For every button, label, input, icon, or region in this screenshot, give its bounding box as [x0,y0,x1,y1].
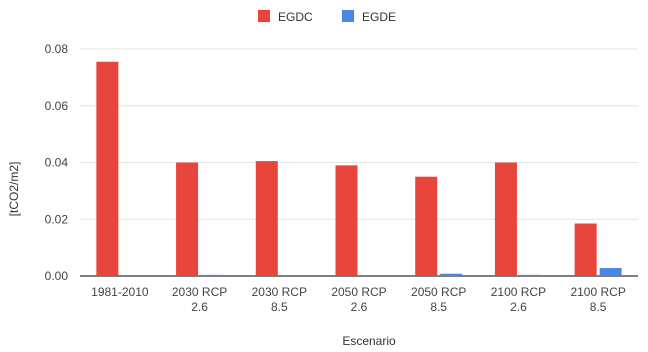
y-tick-label: 0.02 [45,212,69,226]
gridlines [80,48,638,277]
bar-egdc [176,162,199,276]
legend-label: EGDC [278,10,313,24]
x-tick-label: 2030 RCP 8.5 [252,285,307,314]
bars [96,61,622,276]
bar-egde [519,274,542,276]
x-axis-title: Escenario [342,334,396,348]
y-tick-label: 0.06 [45,99,69,113]
bar-egdc [574,223,597,276]
bar-egdc [96,61,119,276]
x-tick-label: 1981-2010 [91,285,149,299]
bar-egdc [335,165,358,276]
x-tick-label: 2050 RCP 2.6 [331,285,386,314]
bar-egdc [494,162,517,276]
x-tick-label: 2100 RCP 8.5 [570,285,625,314]
bar-egde [440,273,463,276]
legend-label: EGDE [362,10,396,24]
y-tick-labels: 0.00 0.02 0.04 0.06 0.08 [45,42,69,283]
y-tick-label: 0.04 [45,156,69,170]
bar-egde [201,274,224,276]
y-tick-label: 0.08 [45,42,69,56]
y-tick-label: 0.00 [45,269,69,283]
x-tick-label: 2030 RCP 2.6 [172,285,227,314]
bar-egdc [415,176,438,276]
legend: EGDC EGDE [258,10,396,24]
x-tick-label: 2100 RCP 2.6 [491,285,546,314]
y-axis-title: [tCO2/m2] [7,162,21,217]
legend-swatch-egdc [258,10,270,22]
legend-swatch-egde [342,10,354,22]
bar-egde [599,268,622,276]
bar-egdc [255,161,278,276]
x-tick-labels: 1981-2010 2030 RCP 2.6 2030 RCP 8.5 2050 RCP 2… [91,285,626,314]
x-tick-label: 2050 RCP 8.5 [411,285,466,314]
